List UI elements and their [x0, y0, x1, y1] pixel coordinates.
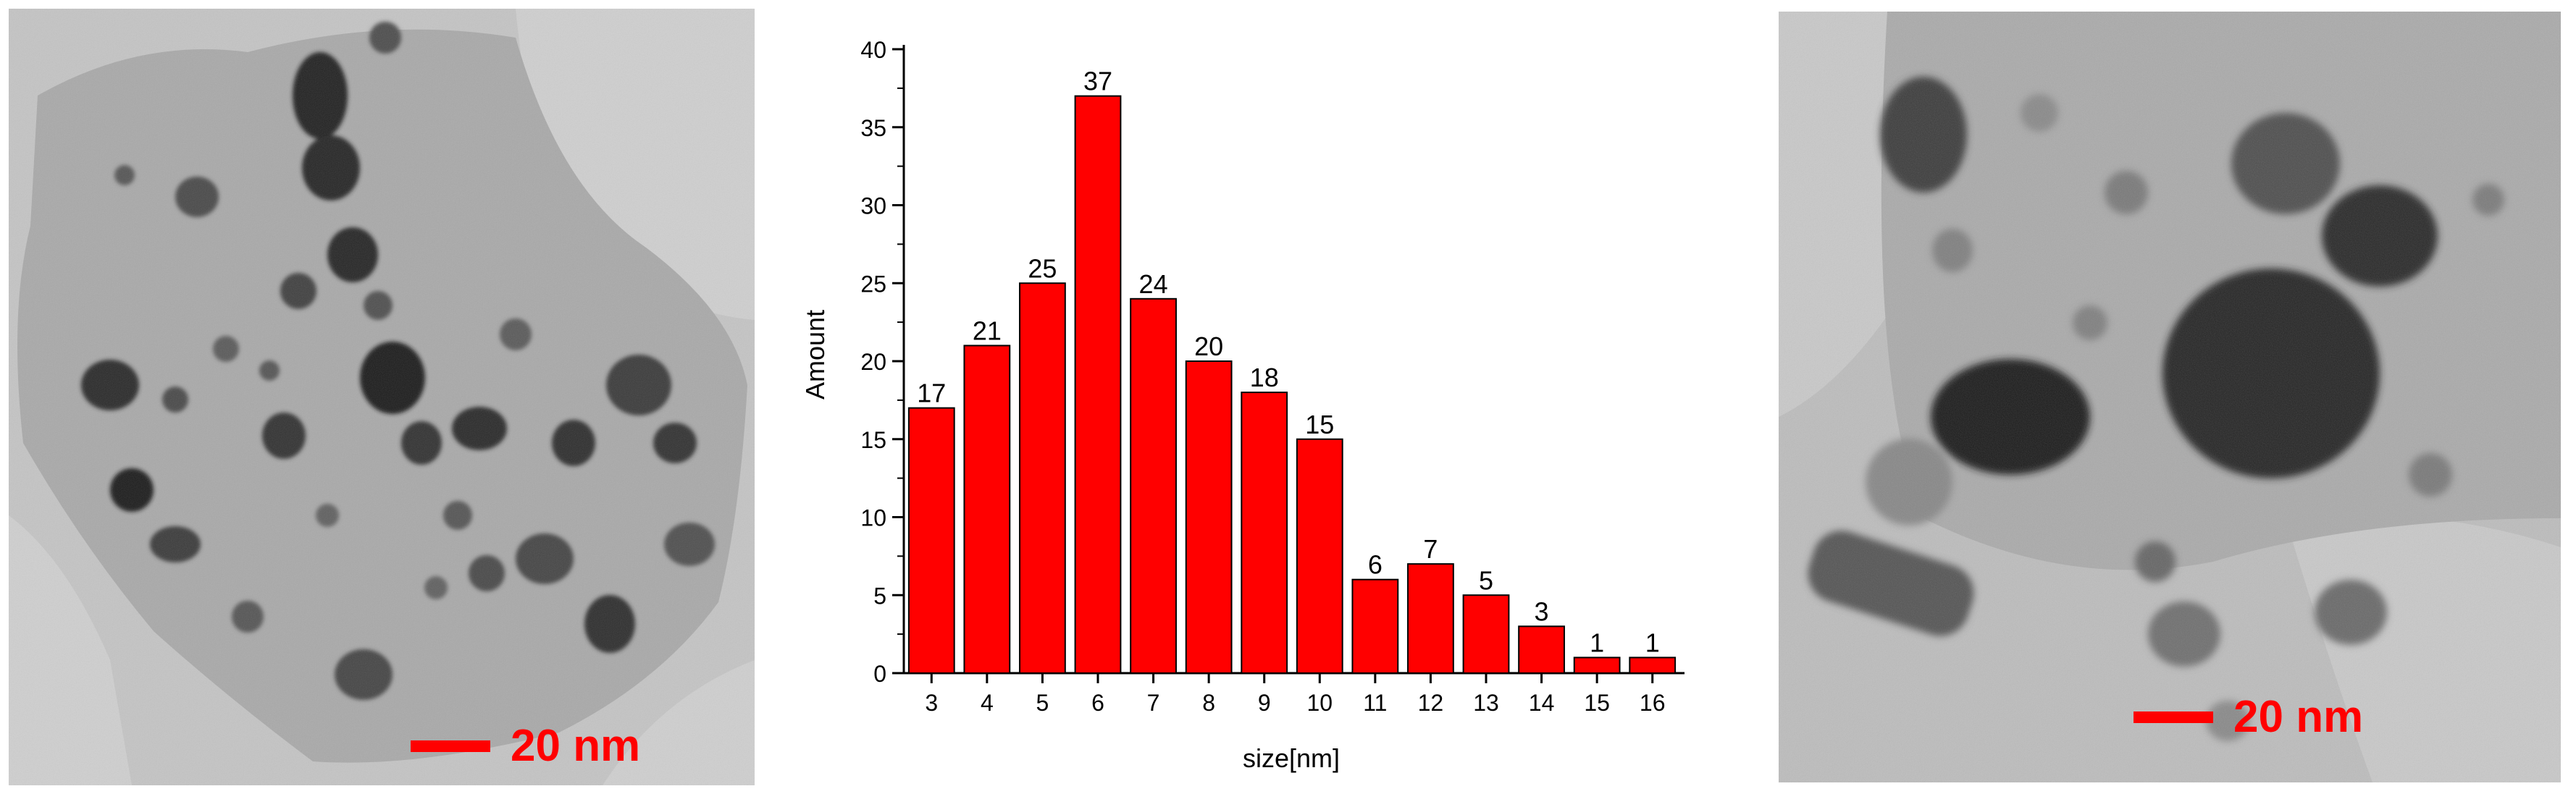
x-tick-label-9: 9: [1258, 690, 1271, 716]
y-tick-label: 5: [873, 583, 886, 609]
data-labels: 17 21 25 37 24 20 18 15 6 7 5 3 1 1: [917, 67, 1659, 658]
bar-5: [1019, 282, 1066, 674]
data-label-9: 18: [1250, 363, 1279, 392]
axes: [892, 45, 1685, 683]
bar-13: [1462, 594, 1510, 674]
x-tick-label-11: 11: [1363, 690, 1387, 716]
tem-image-right: 20 nm: [1779, 12, 2561, 782]
data-label-15: 1: [1590, 628, 1604, 657]
scale-bar-line: [2134, 711, 2213, 723]
x-tick-label-6: 6: [1091, 690, 1104, 716]
tem-micrograph-right: [1779, 12, 2561, 782]
x-tick-label-7: 7: [1147, 690, 1160, 716]
y-axis-label: Amount: [800, 310, 830, 400]
data-label-16: 1: [1645, 628, 1660, 657]
x-tick-label-13: 13: [1473, 690, 1499, 716]
x-tick-label-15: 15: [1584, 690, 1610, 716]
y-tick-label: 15: [860, 427, 886, 453]
y-tick-label: 10: [860, 505, 886, 531]
x-tick-label-4: 4: [981, 690, 994, 716]
bar-4: [963, 345, 1011, 674]
bar-9: [1241, 392, 1288, 674]
data-label-7: 24: [1139, 269, 1168, 299]
data-label-11: 6: [1368, 550, 1383, 580]
bar-8: [1185, 360, 1233, 674]
scale-bar-left: 20 nm: [411, 724, 640, 769]
data-label-6: 37: [1083, 67, 1112, 96]
x-tick-label-5: 5: [1036, 690, 1049, 716]
bar-11: [1351, 578, 1399, 675]
y-tick-label: 25: [860, 271, 886, 297]
bar-16: [1629, 656, 1677, 675]
data-label-10: 15: [1305, 410, 1334, 439]
x-axis-label: size[nm]: [1243, 743, 1340, 773]
x-tick-label-10: 10: [1306, 690, 1333, 716]
scale-bar-label: 20 nm: [511, 721, 641, 771]
data-label-3: 17: [917, 379, 946, 408]
bar-14: [1518, 625, 1565, 674]
scale-bar-right: 20 nm: [2134, 695, 2363, 740]
data-label-8: 20: [1194, 331, 1223, 361]
bar-10: [1296, 438, 1343, 674]
y-tick-label: 35: [860, 115, 886, 141]
y-tick-label: 20: [860, 349, 886, 375]
data-label-5: 25: [1028, 253, 1057, 283]
data-label-12: 7: [1423, 534, 1438, 564]
tem-micrograph-left: [9, 9, 755, 785]
data-label-13: 5: [1479, 565, 1493, 595]
x-tick-label-12: 12: [1418, 690, 1444, 716]
scale-bar-label: 20 nm: [2233, 692, 2364, 742]
bar-6: [1074, 95, 1122, 674]
tem-image-left: 20 nm: [9, 9, 755, 785]
x-tick-label-14: 14: [1529, 690, 1555, 716]
y-tick-label: 40: [860, 37, 886, 63]
bars: [907, 95, 1677, 675]
data-label-4: 21: [973, 316, 1002, 345]
bar-7: [1130, 297, 1177, 674]
bar-12: [1407, 563, 1454, 675]
x-tick-label-16: 16: [1640, 690, 1666, 716]
data-label-14: 3: [1535, 596, 1549, 626]
x-tick-label-8: 8: [1202, 690, 1215, 716]
y-tick-label: 30: [860, 193, 886, 219]
bar-15: [1573, 656, 1621, 675]
bar-3: [907, 407, 955, 675]
x-tick-label-3: 3: [925, 690, 938, 716]
scale-bar-line: [411, 740, 490, 752]
y-tick-label: 0: [873, 661, 886, 687]
size-distribution-chart: 17 21 25 37 24 20 18 15 6 7 5 3 1 1 0 5 10 15 20 25 30 35 40 3…: [782, 0, 1724, 794]
